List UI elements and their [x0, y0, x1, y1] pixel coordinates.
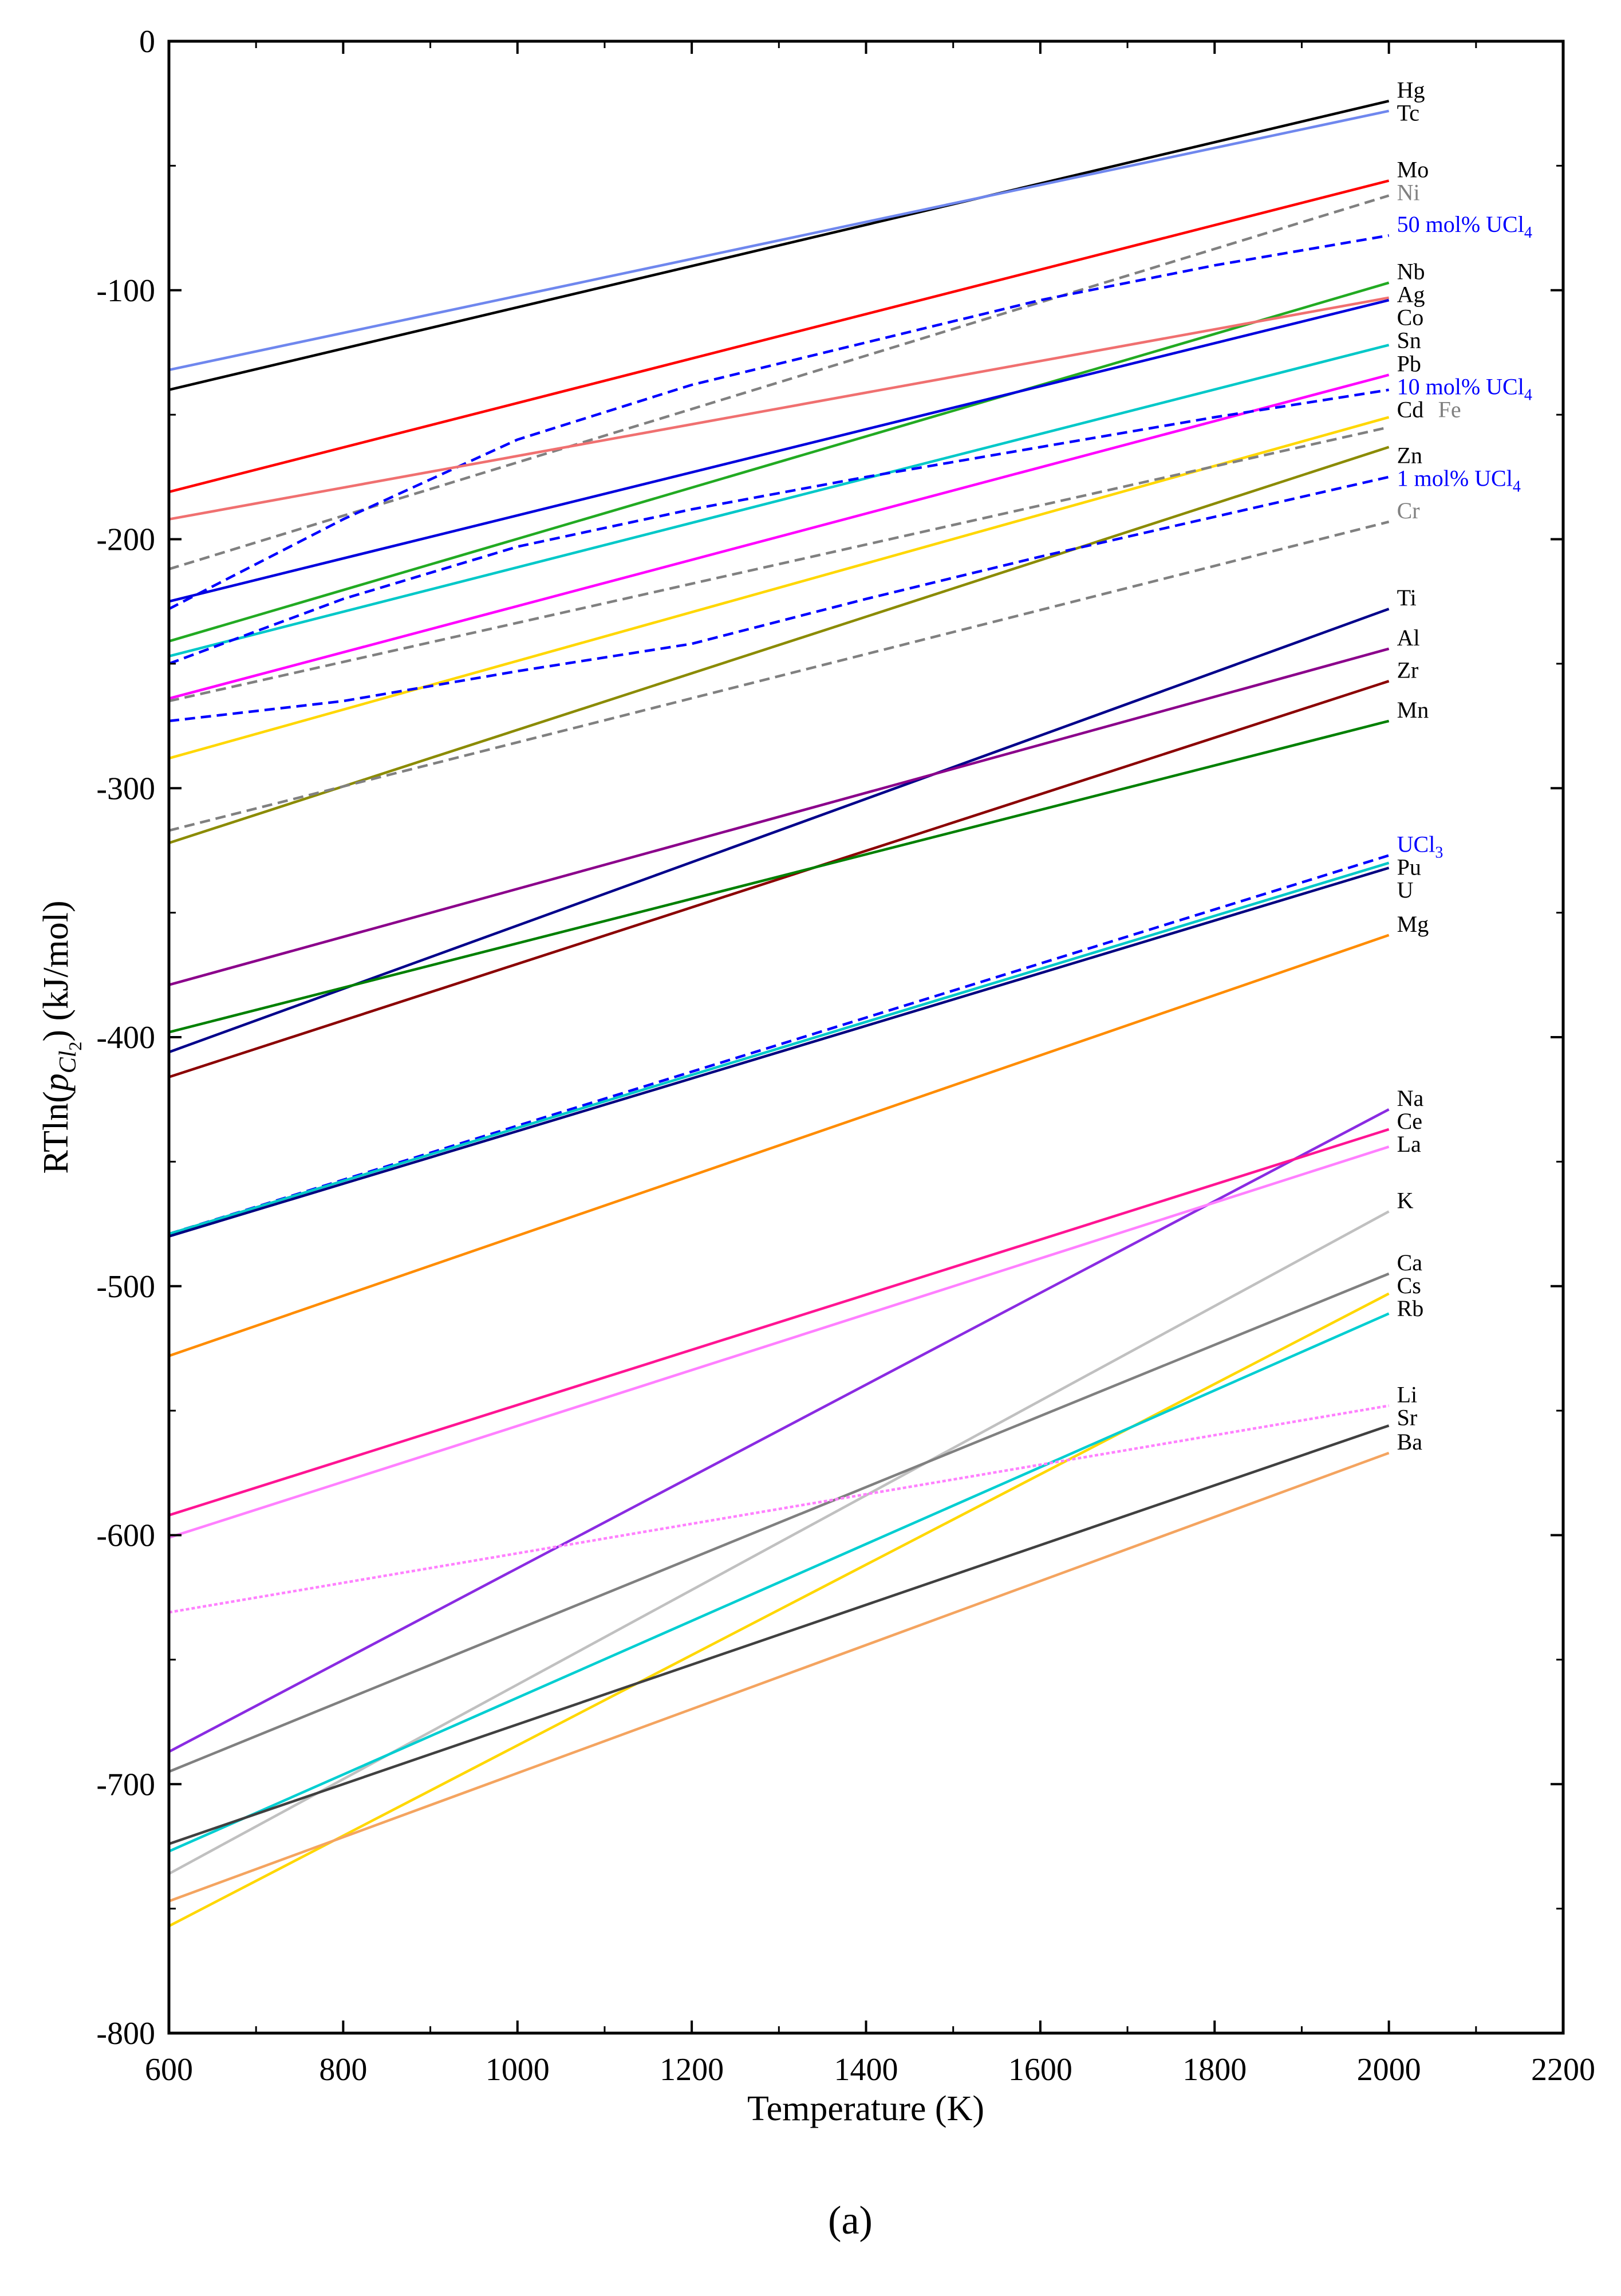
y-axis-title: RTln(pCl2) (kJ/mol) [37, 900, 85, 1173]
series-label-ti: Ti [1397, 585, 1417, 611]
series-label-pu: Pu [1397, 854, 1421, 880]
series-label-50-molpct-ucl4: 50 mol% UCl4 [1397, 211, 1532, 242]
series-label-tc: Tc [1397, 100, 1419, 125]
series-line-ti [168, 608, 1390, 1054]
series-line-la [168, 1145, 1390, 1539]
y-tick-label--100: -100 [96, 273, 155, 309]
series-line-co [168, 298, 1390, 603]
series-line-mo [168, 179, 1390, 494]
series-label-na: Na [1397, 1085, 1424, 1111]
series-line-li [168, 1404, 1389, 1614]
series-line-cr [168, 520, 1390, 832]
series-label-rb: Rb [1397, 1295, 1424, 1321]
y-tick-label--600: -600 [96, 1518, 155, 1554]
series-line-1-molpct-ucl4 [168, 475, 1390, 723]
series-label-zn: Zn [1397, 443, 1422, 468]
series-label-ca: Ca [1397, 1250, 1423, 1275]
series-label-mn: Mn [1397, 697, 1429, 723]
series-line-zr [168, 680, 1390, 1078]
series-line-rb [168, 1312, 1390, 1853]
x-tick-label-1800: 1800 [1182, 2052, 1247, 2088]
series-line-ba [168, 1451, 1390, 1903]
ticks-layer: 600 800 1000 1200 1400 1600 1800 2000 2200 0 -100 -… [96, 24, 1595, 2088]
series-label-cd: Cd [1397, 397, 1424, 423]
series-line-pu [168, 861, 1390, 1235]
series-line-hg [168, 100, 1390, 391]
series-line-sn [168, 344, 1390, 657]
series-line-10-molpct-ucl4 [168, 388, 1389, 665]
series-label-li: Li [1397, 1381, 1418, 1407]
series-line-50-molpct-ucl4 [168, 234, 1389, 611]
series-line-cs [168, 1292, 1390, 1928]
series-label-u: U [1397, 877, 1414, 903]
x-tick-label-1400: 1400 [834, 2052, 898, 2088]
x-tick-label-1000: 1000 [486, 2052, 550, 2088]
series-line-ag [168, 296, 1390, 521]
y-axis-title-prefix: RTln( [37, 1091, 76, 1173]
series-label-zr: Zr [1397, 657, 1419, 683]
series-line-nb [168, 281, 1390, 643]
series-line-ni [168, 194, 1390, 570]
series-line-cd [168, 416, 1390, 760]
series-line-ca [168, 1272, 1390, 1773]
y-tick-label-0: 0 [139, 24, 155, 60]
y-axis-title-subsubscript: 2 [65, 1042, 85, 1051]
y-axis-title-suffix: ) (kJ/mol) [37, 900, 76, 1041]
series-line-al [168, 647, 1390, 986]
series-line-na [168, 1108, 1390, 1753]
y-tick-label--700: -700 [96, 1767, 155, 1802]
series-label-hg: Hg [1397, 77, 1425, 103]
series-line-k [168, 1210, 1390, 1875]
series-label-k: K [1397, 1187, 1414, 1213]
x-tick-label-800: 800 [319, 2052, 367, 2088]
series-line-fe [168, 426, 1390, 703]
series-label-ce: Ce [1397, 1108, 1422, 1134]
y-tick-label--300: -300 [96, 771, 155, 806]
x-tick-label-2000: 2000 [1357, 2052, 1421, 2088]
series-label-co: Co [1397, 305, 1424, 330]
series-line-tc [168, 109, 1390, 372]
series-line-mn [168, 719, 1390, 1034]
panel-label: (a) [828, 2199, 873, 2243]
series-label-sn: Sn [1397, 328, 1421, 353]
x-tick-label-600: 600 [145, 2052, 193, 2088]
series-label-pb: Pb [1397, 351, 1421, 377]
series-label-cr: Cr [1397, 498, 1420, 523]
y-tick-label--800: -800 [96, 2016, 155, 2051]
y-axis-title-subscript: Cl [55, 1051, 81, 1074]
series-line-zn [168, 446, 1390, 845]
x-axis-title: Temperature (K) [747, 2089, 984, 2128]
series-line-pb [168, 373, 1390, 700]
series-label-ba: Ba [1397, 1429, 1423, 1455]
series-label-mo: Mo [1397, 157, 1429, 183]
series-label-ni: Ni [1397, 180, 1420, 206]
series-line-ce [168, 1128, 1390, 1517]
series-label-mg: Mg [1397, 911, 1429, 937]
series-label-nb: Nb [1397, 259, 1425, 285]
series-label-ucl3: UCl3 [1397, 832, 1443, 862]
y-tick-label--400: -400 [96, 1020, 155, 1056]
series-layer [168, 100, 1390, 1928]
series-label-sr: Sr [1397, 1404, 1418, 1430]
x-tick-label-1200: 1200 [660, 2052, 724, 2088]
y-tick-label--500: -500 [96, 1269, 155, 1305]
series-label-1-molpct-ucl4: 1 mol% UCl4 [1397, 466, 1521, 496]
series-line-mg [168, 934, 1390, 1357]
series-label-cs: Cs [1397, 1273, 1421, 1298]
y-tick-label--200: -200 [96, 522, 155, 558]
series-label-fe: Fe [1438, 397, 1461, 423]
series-label-10-molpct-ucl4: 10 mol% UCl4 [1397, 374, 1532, 404]
series-line-u [168, 867, 1390, 1238]
series-line-sr [168, 1424, 1390, 1845]
series-label-ag: Ag [1397, 282, 1425, 308]
series-label-la: La [1397, 1131, 1421, 1157]
y-axis-title-symbol: p [37, 1073, 76, 1093]
x-tick-label-2200: 2200 [1531, 2052, 1595, 2088]
x-tick-label-1600: 1600 [1008, 2052, 1072, 2088]
series-label-al: Al [1397, 625, 1420, 651]
